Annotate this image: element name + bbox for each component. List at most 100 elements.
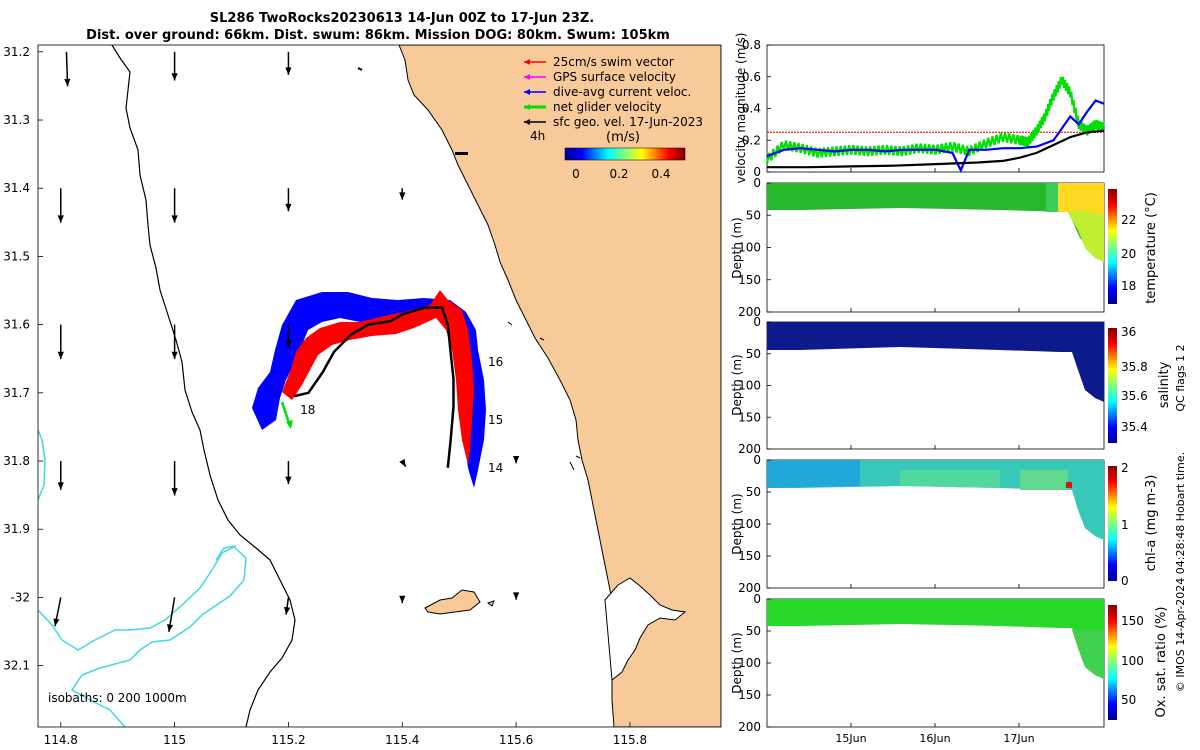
depth-axis-ticks: 0501001502000501001502000501001502000501… xyxy=(738,176,771,734)
geo-vector xyxy=(285,51,292,75)
geo-vector xyxy=(57,188,64,223)
map-colorbar xyxy=(564,147,686,161)
geo-vector xyxy=(399,458,407,468)
salinity-cb-tick-1: 35.8 xyxy=(1121,360,1148,374)
geo-vector xyxy=(285,461,292,485)
map-xtick-label: 115.6 xyxy=(499,733,533,747)
map-cb-tick-2: 0.4 xyxy=(651,167,670,181)
map-xtick-label: 115 xyxy=(163,733,186,747)
legend-item: GPS surface velocity xyxy=(524,70,676,84)
geo-vector xyxy=(171,324,178,360)
depth-tick-label: 50 xyxy=(746,347,761,361)
velocity-ytick-label: 0.4 xyxy=(742,102,761,116)
map-xtick-label: 115.2 xyxy=(271,733,305,747)
map-ytick-label: 31.6 xyxy=(3,318,30,332)
dive-avg-swath xyxy=(252,292,486,488)
geo-vector xyxy=(171,188,178,223)
temperature-cb-tick-2: 18 xyxy=(1121,279,1136,293)
temperature-cb-label: temperature (°C) xyxy=(1144,192,1159,304)
map-xtick-label: 115.4 xyxy=(385,733,419,747)
geo-vector xyxy=(57,324,64,360)
swim-swath xyxy=(282,290,474,465)
depth-tick-label: 0 xyxy=(753,592,761,606)
depth-tick-label: 0 xyxy=(753,315,761,329)
glider-track xyxy=(293,306,455,468)
temperature-colorbar xyxy=(1108,189,1117,304)
map-ytick-label: 31.3 xyxy=(3,113,30,127)
chla-cb-tick-0: 2 xyxy=(1121,461,1129,475)
depth-tick-label: 0 xyxy=(753,453,761,467)
date-tick-label: 17Jun xyxy=(1003,732,1034,745)
velocity-ytick-label: 0.6 xyxy=(742,70,761,84)
depth-tick-label: 100 xyxy=(738,379,761,393)
scale-label: 4h xyxy=(530,129,545,143)
map-axis-ticks: 114.8 115 115.2 115.4 115.6 115.8 31.2 31.3 31.4… xyxy=(3,45,647,747)
velocity-series-net_glider xyxy=(765,76,1106,165)
geo-vector xyxy=(57,461,64,490)
depth-tick-label: 200 xyxy=(738,305,761,319)
depth-tick-label: 200 xyxy=(738,720,761,734)
velocity-ytick-label: 0.8 xyxy=(742,38,761,52)
track-day-labels: 14 15 16 18 xyxy=(300,355,503,475)
chla-cb-tick-2: 0 xyxy=(1121,574,1129,588)
geo-vector xyxy=(512,592,520,600)
oxygen-ylabel: Depth (m) xyxy=(730,632,744,693)
date-tick-label: 15Jun xyxy=(835,732,866,745)
velocity-series-sfc_geo xyxy=(767,129,1105,169)
salinity-cb-tick-3: 35.4 xyxy=(1121,420,1148,434)
map-xtick-label: 115.8 xyxy=(613,733,647,747)
geo-vector xyxy=(399,595,406,604)
geo-vector xyxy=(512,455,520,464)
geo-vector xyxy=(284,597,291,615)
depth-tick-label: 50 xyxy=(746,485,761,499)
geo-vector xyxy=(285,188,292,212)
map-colorbar-label: (m/s) xyxy=(606,130,640,145)
temperature-ylabel: Depth (m) xyxy=(730,217,744,278)
estuary xyxy=(604,577,687,681)
legend-label: GPS surface velocity xyxy=(553,70,676,84)
legend-item: net glider velocity xyxy=(524,100,661,114)
qc-flags-note: QC flags 1 2 xyxy=(1174,344,1187,411)
map-ytick-label: -32 xyxy=(10,590,30,604)
depth-tick-label: 100 xyxy=(738,517,761,531)
salinity-colorbar xyxy=(1108,328,1117,443)
oxygen-panel: Ox. sat. ratio (%) 150 100 50 Depth (m) xyxy=(730,598,1169,728)
depth-tick-label: 100 xyxy=(738,241,761,255)
map-ytick-label: 31.9 xyxy=(3,522,30,536)
map-cb-tick-0: 0 xyxy=(572,167,580,181)
velocity-ytick-label: 0 xyxy=(753,165,761,179)
salinity-ylabel: Depth (m) xyxy=(730,354,744,415)
map-xtick-label: 114.8 xyxy=(44,733,78,747)
credit-note: © IMOS 14-Apr-2024 04:28:48 Hobart time. xyxy=(1174,452,1187,692)
isobath-1000m-south xyxy=(38,546,247,727)
map-frame xyxy=(37,44,722,728)
depth-tick-label: 150 xyxy=(738,688,761,702)
map-ytick-label: 31.5 xyxy=(3,249,30,263)
legend-item: sfc geo. vel. 17-Jun-2023 xyxy=(524,115,703,129)
salinity-panel: salinity 36 35.8 35.6 35.4 Depth (m) xyxy=(730,321,1172,450)
legend-label: 25cm/s swim vector xyxy=(553,55,674,69)
salinity-cb-label: salinity xyxy=(1157,361,1172,408)
date-tick-label: 16Jun xyxy=(919,732,950,745)
geo-vector xyxy=(171,461,178,496)
map-title-line1: SL286 TwoRocks20230613 14-Jun 00Z to 17-… xyxy=(210,11,595,26)
isobaths-label: isobaths: 0 200 1000m xyxy=(48,691,187,705)
isobath-1000m xyxy=(38,429,46,501)
track-day-label: 16 xyxy=(488,355,503,369)
depth-tick-label: 50 xyxy=(746,208,761,222)
temperature-cb-tick-1: 20 xyxy=(1121,247,1136,261)
chla-panel: chl-a (mg m-3) 2 1 0 Depth (m) xyxy=(730,459,1159,589)
geo-vector xyxy=(399,188,406,200)
isobath-200m xyxy=(111,45,296,727)
map-ytick-label: 32.1 xyxy=(3,659,30,673)
map-plot-area xyxy=(38,45,721,727)
temperature-panel: temperature (°C) 22 20 18 Depth (m) xyxy=(730,182,1159,313)
geo-vector xyxy=(64,51,71,87)
map-ytick-label: 31.7 xyxy=(3,386,30,400)
geo-vector xyxy=(285,324,292,348)
legend-item: 25cm/s swim vector xyxy=(524,55,674,69)
geostrophic-vectors xyxy=(53,51,520,633)
depth-tick-label: 150 xyxy=(738,410,761,424)
oxygen-cb-tick-2: 50 xyxy=(1121,693,1136,707)
